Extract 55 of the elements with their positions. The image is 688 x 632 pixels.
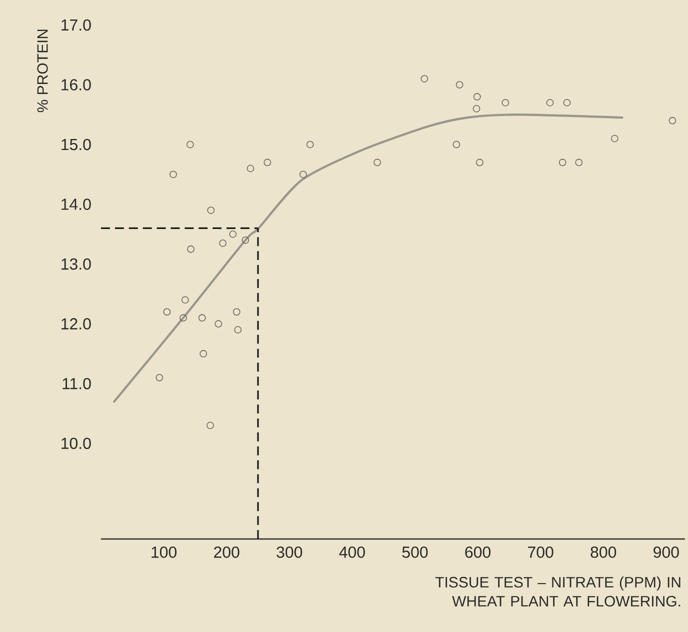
point — [452, 140, 460, 148]
point — [181, 296, 189, 304]
y-tick-label: 16.0 — [62, 79, 91, 90]
point — [306, 140, 314, 148]
y-tick-label: 14.0 — [62, 198, 91, 210]
point — [246, 164, 254, 172]
point — [163, 308, 171, 316]
point — [563, 99, 571, 106]
point — [546, 99, 554, 106]
point — [180, 314, 187, 322]
point — [473, 93, 481, 100]
y-tick-label: 11.0 — [62, 378, 91, 390]
x-tick-label: 400 — [339, 546, 365, 558]
point — [558, 158, 566, 166]
point — [472, 104, 480, 112]
point — [502, 99, 510, 106]
y-axis-title: % PROTEIN — [37, 30, 48, 112]
point — [264, 158, 272, 166]
point — [198, 314, 206, 322]
point — [186, 140, 194, 148]
point — [456, 81, 464, 88]
point — [206, 422, 214, 430]
point — [232, 308, 240, 316]
y-tick-label: 10.0 — [62, 438, 91, 450]
point — [234, 326, 242, 334]
point — [170, 170, 177, 178]
point — [207, 206, 215, 214]
point — [219, 239, 227, 247]
point — [476, 158, 484, 166]
point — [374, 158, 381, 166]
x-tick-label: 800 — [590, 546, 616, 558]
line-series — [113, 114, 624, 403]
y-tick-label: 15.0 — [62, 138, 91, 150]
x-tick-label: 600 — [465, 546, 491, 558]
point — [420, 75, 428, 82]
x-tick-label: 300 — [276, 546, 302, 558]
y-tick-label: 17.0 — [62, 19, 91, 31]
point — [214, 320, 222, 328]
y-tick-label: 13.0 — [62, 258, 91, 270]
x-tick-label: 900 — [654, 546, 679, 558]
point — [610, 134, 618, 142]
point — [229, 230, 237, 238]
point — [156, 374, 164, 382]
point — [300, 170, 307, 178]
x-tick-label: 100 — [152, 546, 177, 558]
point — [575, 158, 583, 166]
x-tick-label: 500 — [402, 546, 428, 558]
point — [242, 236, 250, 244]
point — [187, 245, 194, 253]
point — [200, 350, 208, 358]
x-tick-label: 200 — [214, 546, 240, 558]
x-axis-title: TISSUE TEST – NITRATE (PPM) IN WHEAT PLANT AT FLOWERING. — [435, 576, 680, 607]
y-tick-label: 12.0 — [62, 318, 91, 330]
x-tick-label: 700 — [528, 546, 554, 558]
point — [668, 116, 676, 124]
